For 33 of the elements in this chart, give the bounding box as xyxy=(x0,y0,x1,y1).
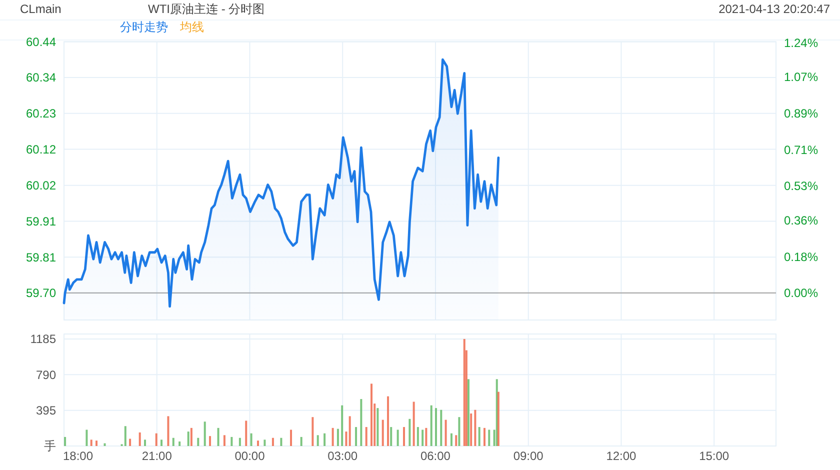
x-tick-label: 12:00 xyxy=(606,449,637,463)
chart-title: WTI原油主连 - 分时图 xyxy=(148,2,265,16)
y2-tick-label: 0.53% xyxy=(784,179,818,194)
y2-tick-label: 1.24% xyxy=(784,36,818,50)
x-tick-label: 18:00 xyxy=(62,449,94,463)
y-tick-label: 60.23 xyxy=(26,106,56,121)
x-tick-label: 15:00 xyxy=(699,449,730,463)
y2-tick-label: 1.07% xyxy=(784,70,818,84)
x-tick-label: 09:00 xyxy=(513,449,544,463)
text: 分时走势 xyxy=(120,20,168,34)
y2-tick-label: 0.89% xyxy=(784,106,818,121)
y2-tick-label: 0.71% xyxy=(784,142,818,157)
y-tick-label: 60.34 xyxy=(26,70,56,85)
y2-tick-label: 0.36% xyxy=(784,214,818,228)
y-tick-label: 59.70 xyxy=(26,286,56,300)
y-tick-label: 790 xyxy=(36,368,56,382)
y-tick-label: 395 xyxy=(36,404,56,418)
y-tick-label: 60.02 xyxy=(26,178,56,193)
y-tick-label: 60.12 xyxy=(26,142,56,156)
x-tick-label: 21:00 xyxy=(142,449,172,463)
y2-tick-label: 0.00% xyxy=(784,286,818,300)
text: 均线 xyxy=(179,20,204,34)
x-tick-label: 00:00 xyxy=(234,449,266,463)
y-tick-label: 60.44 xyxy=(26,34,56,49)
x-tick-label: 06:00 xyxy=(420,449,451,463)
y-tick-label: 1185 xyxy=(30,332,56,346)
text: CLmain xyxy=(20,2,62,16)
y-tick-label: 手 xyxy=(44,439,56,454)
text: 2021-04-13 20:20:47 xyxy=(718,2,830,16)
x-tick-label: 03:00 xyxy=(328,449,358,463)
y-tick-label: 59.91 xyxy=(26,214,56,228)
y2-tick-label: 0.18% xyxy=(784,250,818,264)
y-tick-label: 59.81 xyxy=(26,250,56,264)
